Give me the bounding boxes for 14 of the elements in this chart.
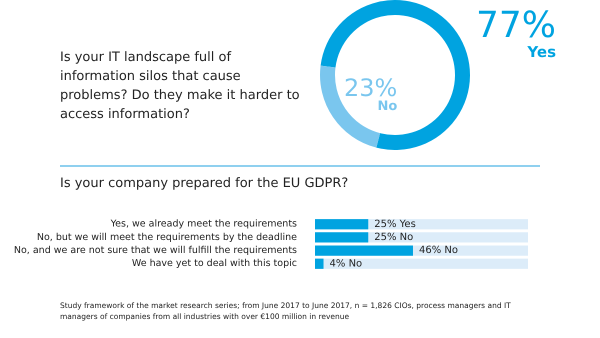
y-tick-label: Yes, we already meet the requirements	[110, 218, 298, 230]
slice-label: No	[376, 99, 398, 114]
y-tick-label: We have yet to deal with this topic	[132, 258, 297, 270]
data-label: 77%	[476, 5, 556, 46]
data-label: 4% No	[330, 258, 362, 270]
data-label: 25% No	[374, 232, 414, 244]
text: Is your IT landscape full of information silos that cause problems? Do they make it harder to access information?	[60, 49, 301, 124]
data-label: 23%	[344, 74, 398, 102]
slice-label: Yes	[526, 43, 556, 61]
text: Is your company prepared for the EU GDPR?	[60, 176, 348, 191]
y-tick-label: No, and we are not sure that we will fulfill the requirements	[14, 245, 298, 256]
data-label: 25% Yes	[374, 218, 416, 230]
data-label: 46% No	[418, 245, 458, 256]
y-tick-label: No, but we will meet the requirements by the deadline	[36, 232, 298, 243]
